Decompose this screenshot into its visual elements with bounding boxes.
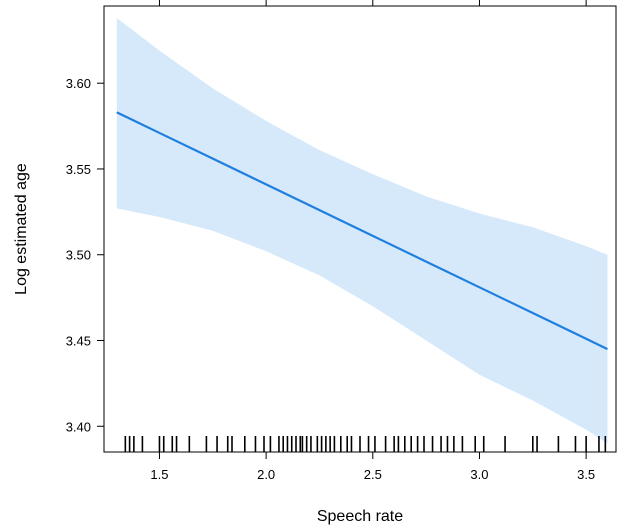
x-tick-label: 2.5: [364, 467, 382, 482]
x-tick-label: 3.0: [470, 467, 488, 482]
plot-frame: [103, 5, 617, 453]
y-tick-label: 3.40: [66, 419, 91, 434]
y-axis-title: Log estimated age: [13, 163, 30, 295]
rug-layer: [124, 436, 607, 452]
y-tick-label: 3.60: [66, 76, 91, 91]
fit-line-layer: [116, 111, 608, 351]
fit-line: [116, 111, 608, 351]
x-axis-title: Speech rate: [317, 508, 403, 525]
y-axis-ticks: 3.40 3.45 3.50 3.55 3.60: [66, 76, 104, 434]
x-axis-ticks: 1.5 2.0 2.5 3.0 3.5: [150, 0, 595, 482]
x-tick-label: 2.0: [257, 467, 275, 482]
x-tick-label: 3.5: [577, 467, 595, 482]
y-tick-label: 3.50: [66, 248, 91, 263]
x-tick-label: 1.5: [150, 467, 168, 482]
y-tick-label: 3.55: [66, 162, 91, 177]
y-tick-label: 3.45: [66, 334, 91, 349]
